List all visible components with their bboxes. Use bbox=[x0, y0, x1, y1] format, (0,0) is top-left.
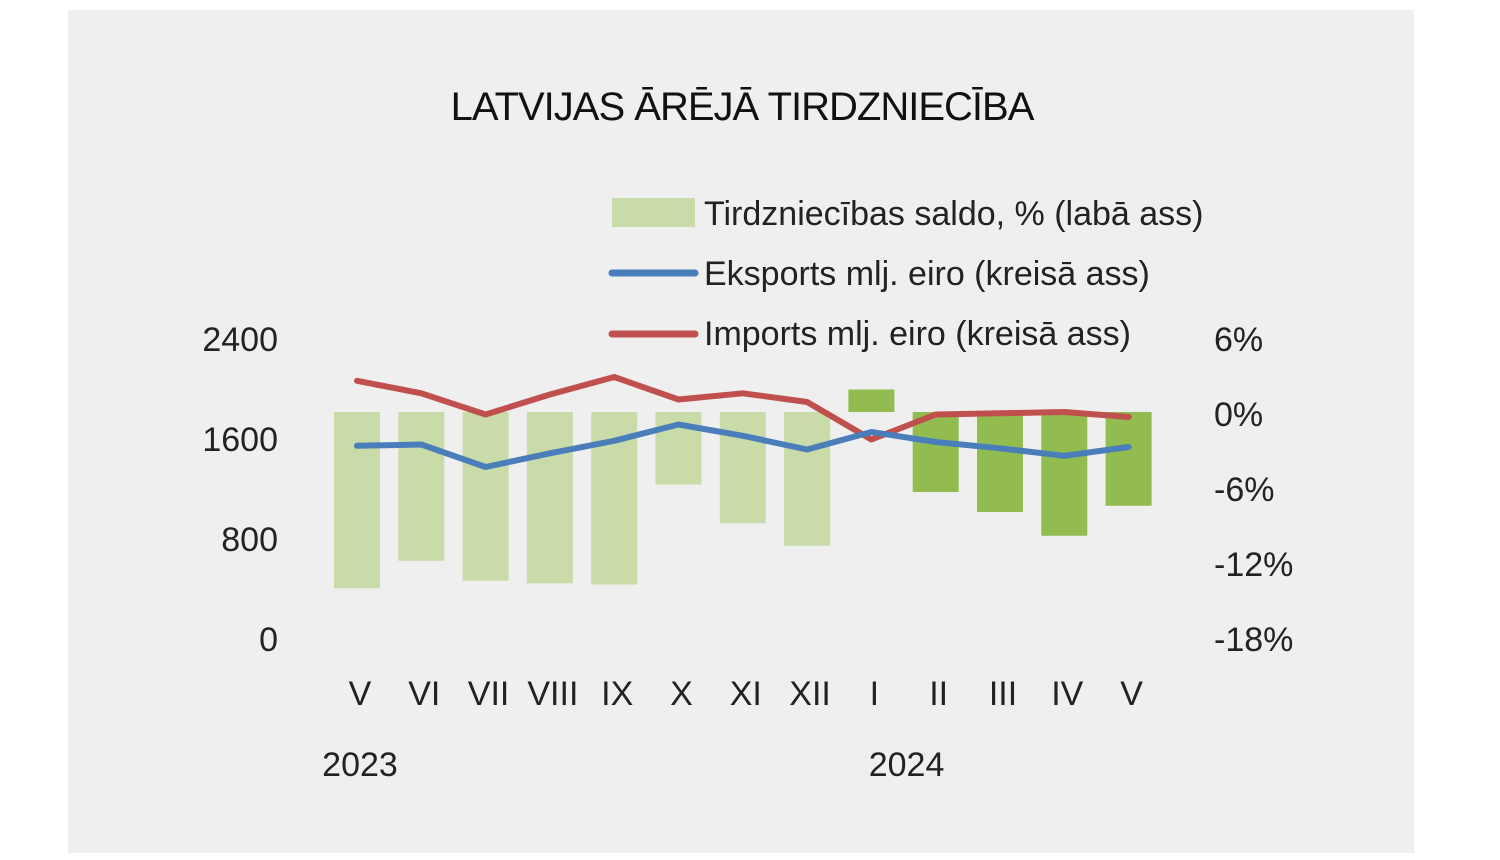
bar-7 bbox=[784, 412, 831, 546]
right-tick-label: 6% bbox=[1214, 321, 1263, 359]
category-label: XI bbox=[730, 675, 762, 713]
left-axis: 0 800 1600 2400 bbox=[202, 321, 278, 659]
bar-6 bbox=[719, 412, 766, 524]
bar-9 bbox=[912, 412, 959, 492]
import-line bbox=[354, 374, 1132, 443]
left-tick-label: 800 bbox=[221, 521, 278, 559]
export-line bbox=[354, 421, 1132, 470]
bar-12 bbox=[1105, 412, 1152, 506]
category-label: III bbox=[989, 675, 1017, 713]
category-label: I bbox=[870, 675, 879, 713]
legend-label-import: Imports mlj. eiro (kreisā ass) bbox=[704, 315, 1131, 353]
category-label: VIII bbox=[527, 675, 578, 713]
right-axis: -18% -12% -6% 0% 6% bbox=[1214, 321, 1293, 659]
right-tick-label: -6% bbox=[1214, 471, 1274, 509]
bar-2 bbox=[462, 412, 509, 581]
right-tick-label: -12% bbox=[1214, 546, 1293, 584]
legend-label-export: Eksports mlj. eiro (kreisā ass) bbox=[704, 255, 1150, 293]
left-tick-label: 2400 bbox=[202, 321, 278, 359]
bar-11 bbox=[1041, 412, 1088, 536]
category-label: V bbox=[349, 675, 372, 713]
category-label: XII bbox=[789, 675, 831, 713]
line-series bbox=[354, 374, 1132, 470]
legend-label-bar: Tirdzniecības saldo, % (labā ass) bbox=[704, 195, 1204, 233]
year-label: 2024 bbox=[869, 746, 945, 784]
category-label: VII bbox=[468, 675, 510, 713]
legend: Tirdzniecības saldo, % (labā ass) Ekspor… bbox=[608, 195, 1204, 353]
left-tick-label: 0 bbox=[259, 621, 278, 659]
bar-0 bbox=[334, 412, 380, 589]
category-label: X bbox=[670, 675, 693, 713]
category-label: IV bbox=[1051, 675, 1083, 713]
category-label: VI bbox=[408, 675, 440, 713]
bar-3 bbox=[526, 412, 573, 584]
chart-title: LATVIJAS ĀRĒJĀ TIRDZNIECĪBA bbox=[451, 85, 1035, 129]
bar-series bbox=[334, 389, 1152, 589]
left-tick-label: 1600 bbox=[202, 421, 278, 459]
right-tick-label: 0% bbox=[1214, 396, 1263, 434]
category-label: IX bbox=[601, 675, 633, 713]
bar-10 bbox=[977, 412, 1023, 512]
category-label: V bbox=[1120, 675, 1143, 713]
bar-1 bbox=[398, 412, 445, 561]
legend-swatch-bar bbox=[612, 198, 695, 227]
year-label: 2023 bbox=[322, 746, 398, 784]
right-tick-label: -18% bbox=[1214, 621, 1293, 659]
bar-8 bbox=[848, 389, 895, 412]
category-label: II bbox=[929, 675, 948, 713]
